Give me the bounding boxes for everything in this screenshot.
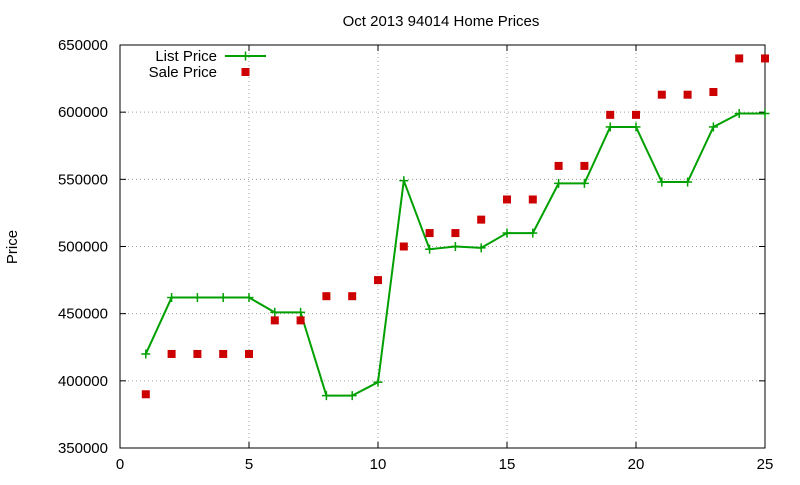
y-tick-label: 600000 [58, 104, 108, 121]
x-tick-label: 10 [370, 456, 387, 473]
list-price-point [425, 244, 435, 254]
list-price-point [296, 307, 306, 317]
list-price-point [734, 109, 744, 119]
sale-price-point [735, 54, 744, 63]
sale-price-point [606, 110, 615, 119]
list-price-point [476, 243, 486, 253]
y-tick-label: 450000 [58, 306, 108, 323]
sale-price-point [709, 88, 718, 97]
x-tick-label: 25 [757, 456, 774, 473]
list-price-point [554, 178, 564, 188]
x-tick-label: 5 [245, 456, 253, 473]
sale-price-point [632, 110, 640, 119]
list-price-point [141, 349, 151, 359]
list-price-point [270, 307, 280, 317]
list-price-point [167, 293, 177, 303]
series-layer [141, 54, 770, 401]
sale-price-point [374, 276, 382, 285]
sale-price-point [348, 292, 357, 301]
legend-label: Sale Price [149, 64, 217, 81]
list-price-point [657, 177, 667, 187]
list-price-line [144, 112, 765, 397]
axis-ticks: 0 5 10 15 20 25 350000 400000 450000 500000 550000… [58, 37, 773, 473]
list-price-point [683, 177, 693, 187]
list-price-point [605, 122, 615, 132]
sale-price-point [554, 161, 563, 170]
list-price-point [450, 242, 460, 251]
list-price-point [579, 178, 589, 188]
sale-price-point [245, 349, 253, 358]
list-price-point [321, 391, 331, 401]
y-tick-label: 350000 [58, 440, 108, 457]
sale-price-point [657, 90, 666, 99]
list-price-point [708, 122, 718, 132]
sale-price-point [503, 195, 511, 204]
sale-price-point [141, 390, 150, 399]
sale-price-point [580, 161, 589, 170]
list-price-point [528, 228, 538, 238]
list-price-point [347, 391, 357, 401]
legend-swatch-marker [241, 68, 250, 76]
list-price-point [399, 176, 409, 186]
sale-price-point [399, 242, 408, 251]
sale-price-point [270, 316, 279, 325]
y-tick-label: 550000 [58, 171, 108, 188]
list-price-point [373, 377, 383, 387]
x-tick-label: 0 [116, 456, 124, 473]
legend-label: List Price [155, 48, 217, 65]
list-price-point [218, 293, 228, 303]
y-tick-label: 400000 [58, 373, 108, 390]
sale-price-point [167, 349, 176, 358]
chart-title: Oct 2013 94014 Home Prices [343, 13, 540, 30]
x-tick-label: 20 [628, 456, 645, 473]
list-price-point [244, 293, 254, 303]
sale-price-point [528, 195, 537, 204]
sale-price-point [683, 90, 692, 99]
grid [120, 45, 765, 448]
sale-price-point [193, 349, 202, 358]
sale-price-point [322, 292, 331, 301]
sale-price-point [219, 349, 228, 358]
y-tick-label: 500000 [58, 239, 108, 256]
sale-price-point [761, 54, 769, 63]
y-axis-label: Price [4, 230, 21, 264]
list-price-point [192, 293, 202, 303]
sale-price-point [451, 229, 460, 238]
sale-price-point [296, 316, 305, 325]
list-price-point [631, 122, 641, 132]
list-price-point [502, 228, 512, 238]
legend-swatch-marker [241, 51, 250, 61]
list-price-point [760, 109, 770, 119]
x-tick-label: 15 [499, 456, 516, 473]
sale-price-point [477, 215, 486, 224]
y-tick-label: 650000 [58, 37, 108, 54]
sale-price-point [425, 229, 434, 238]
sale-price-series [141, 54, 769, 399]
list-price-series [141, 109, 770, 401]
